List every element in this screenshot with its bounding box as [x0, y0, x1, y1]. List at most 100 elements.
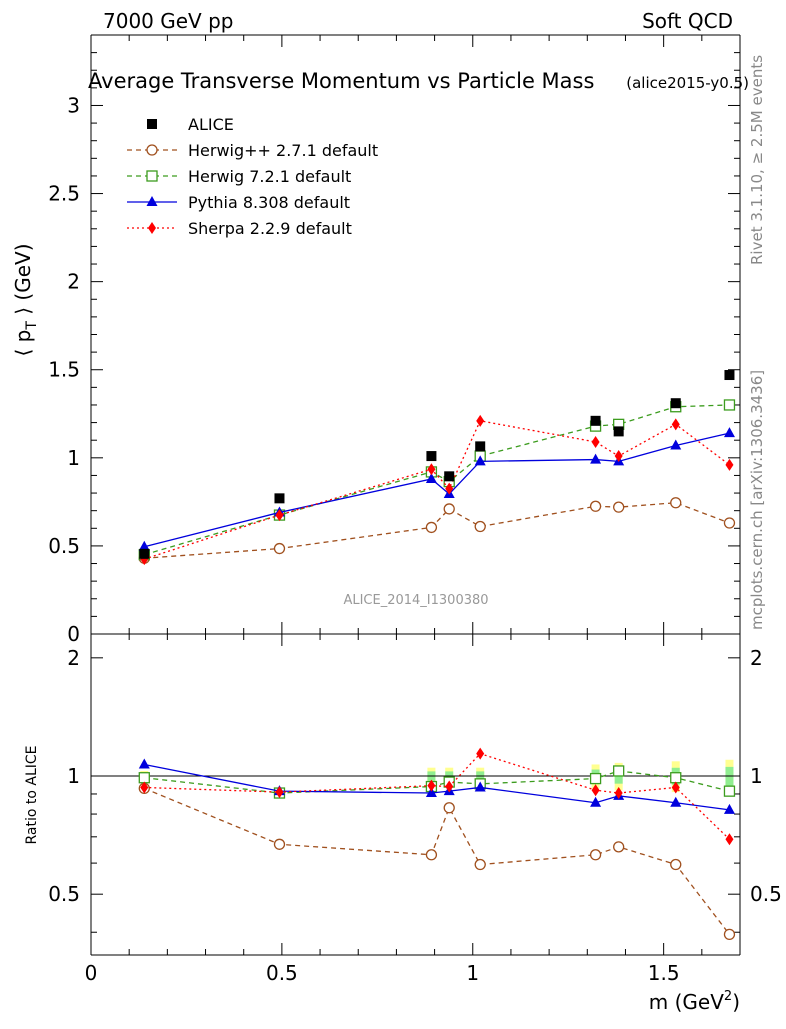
- legend-marker: [146, 144, 158, 156]
- main-axis-ticks: 0 0.5 1 1.5 2 2.5 3: [48, 34, 741, 646]
- main-y-tick-label: 0: [67, 622, 80, 646]
- ratio-sherpa-point: [476, 747, 485, 760]
- x-axis-label: m (GeV2): [649, 989, 740, 1014]
- main-herwigpp-point: [613, 501, 625, 513]
- main-herwigpp-line: [144, 502, 730, 559]
- main-sherpa-point: [445, 482, 454, 495]
- legend-item-herwig7: Herwig 7.2.1 default: [127, 167, 351, 186]
- main-pythia-point: [723, 427, 735, 438]
- x-tick-label: 0: [85, 961, 98, 985]
- ratio-y-tick-label-right: 2: [750, 646, 763, 670]
- x-label-main: m (GeV: [649, 990, 724, 1014]
- main-pythia-point: [138, 540, 150, 551]
- header-right: Soft QCD: [642, 9, 733, 33]
- legend-label: Herwig 7.2.1 default: [188, 167, 351, 186]
- main-herwigpp-point: [670, 497, 682, 509]
- ratio-panel: 0.5 0.5 1 1 2 2 0 0.5 1 1.5 Ratio to ALICE m (GeV…: [24, 633, 782, 1014]
- ratio-y-tick-label: 1: [67, 764, 80, 788]
- main-data-point: [444, 471, 455, 482]
- main-herwig7-line: [144, 404, 730, 556]
- chart-title: Average Transverse Momentum vs Particle …: [88, 69, 594, 93]
- ratio-sherpa-line: [144, 752, 730, 840]
- main-sherpa-point: [614, 450, 623, 463]
- ratio-herwigpp-point: [443, 802, 455, 814]
- ratio-y-tick-label-right: 1: [750, 764, 763, 788]
- main-pythia-point: [670, 439, 682, 450]
- ratio-herwigpp-point: [425, 849, 438, 861]
- ratio-herwig7-point: [613, 765, 625, 777]
- main-data: [139, 370, 735, 559]
- y-label-main: ⟨ p: [11, 330, 35, 357]
- legend-item-herwigpp: Herwig++ 2.7.1 default: [127, 141, 378, 160]
- x-tick-label: 0.5: [266, 961, 298, 985]
- ratio-series-layer: [138, 747, 736, 941]
- legend-marker: [148, 222, 156, 234]
- main-data-point: [613, 426, 624, 437]
- ratio-sherpa-point: [140, 781, 149, 794]
- main-pythia-point: [590, 453, 602, 464]
- ratio-pythia-point: [670, 796, 682, 807]
- ratio-axis-ticks: 0.5 0.5 1 1 2 2 0 0.5 1 1.5: [48, 634, 782, 985]
- ratio-herwig7-point: [670, 772, 682, 784]
- main-data-point: [139, 548, 150, 559]
- rivet-label: Rivet 3.1.10, ≥ 2.5M events: [748, 55, 766, 265]
- ratio-sherpa-point: [591, 784, 600, 797]
- main-data-point: [274, 493, 285, 504]
- ratio-pythia-point: [138, 758, 150, 769]
- main-pythia-line: [144, 432, 730, 548]
- watermark: ALICE_2014_I1300380: [343, 593, 488, 608]
- legend-label: Herwig++ 2.7.1 default: [188, 141, 378, 160]
- ratio-sherpa-point: [725, 833, 734, 846]
- main-sherpa-point: [275, 509, 284, 522]
- ratio-herwigpp-line: [144, 787, 730, 935]
- main-pythia: [138, 427, 735, 551]
- main-y-tick-label: 1: [67, 446, 80, 470]
- main-y-tick-label: 0.5: [48, 534, 80, 558]
- mcplots-label: mcplots.cern.ch [arXiv:1306.3436]: [748, 370, 766, 630]
- ratio-y-label: Ratio to ALICE: [24, 745, 40, 844]
- main-herwigpp-point: [723, 517, 736, 529]
- ratio-sherpa-point: [671, 781, 680, 794]
- legend-marker: [146, 170, 158, 182]
- legend-label: Sherpa 2.2.9 default: [188, 219, 352, 238]
- main-herwigpp-point: [273, 542, 286, 555]
- main-y-tick-label: 2.5: [48, 182, 80, 206]
- main-herwig7-point: [723, 399, 736, 411]
- y-label-sub: T: [24, 321, 40, 331]
- x-label-tail: ): [732, 990, 740, 1014]
- ratio-herwig7-point: [589, 772, 602, 785]
- legend: ALICE Herwig++ 2.7.1 default Herwig 7.2.1 …: [127, 115, 378, 238]
- chart-subtitle: (alice2015-y0.5): [626, 74, 749, 92]
- main-sherpa-point: [476, 414, 485, 427]
- legend-item-data: ALICE: [147, 115, 234, 134]
- main-herwig7: [138, 399, 736, 561]
- main-data-point: [475, 441, 486, 452]
- ratio-herwigpp-point: [273, 838, 286, 850]
- main-sherpa-point: [427, 463, 436, 476]
- ratio-herwigpp-point: [670, 858, 682, 871]
- y-label-tail: ⟩ (GeV): [11, 243, 35, 321]
- legend-item-sherpa: Sherpa 2.2.9 default: [127, 219, 352, 238]
- ratio-pythia-point: [474, 781, 486, 792]
- ratio-sherpa-point: [614, 787, 623, 800]
- main-y-tick-label: 1.5: [48, 358, 80, 382]
- legend-item-pythia: Pythia 8.308 default: [127, 193, 350, 212]
- main-pythia-point: [425, 472, 437, 483]
- ratio-herwig7-point: [138, 772, 150, 784]
- main-sherpa-point: [725, 458, 734, 471]
- main-y-tick-label: 3: [67, 93, 80, 117]
- x-tick-label: 1.5: [648, 961, 680, 985]
- ratio-herwigpp-point: [474, 858, 486, 871]
- ratio-sherpa: [140, 747, 734, 846]
- ratio-herwig7-point: [723, 785, 736, 797]
- header-left: 7000 GeV pp: [103, 9, 234, 33]
- main-herwigpp-point: [443, 503, 455, 515]
- x-tick-label: 1: [466, 961, 479, 985]
- main-sherpa-line: [144, 420, 730, 560]
- main-data-point: [590, 415, 601, 426]
- main-herwigpp-point: [474, 520, 486, 533]
- ratio-sherpa-point: [427, 779, 436, 792]
- ratio-pythia-point: [590, 796, 602, 807]
- ratio-y-tick-label: 0.5: [48, 882, 80, 906]
